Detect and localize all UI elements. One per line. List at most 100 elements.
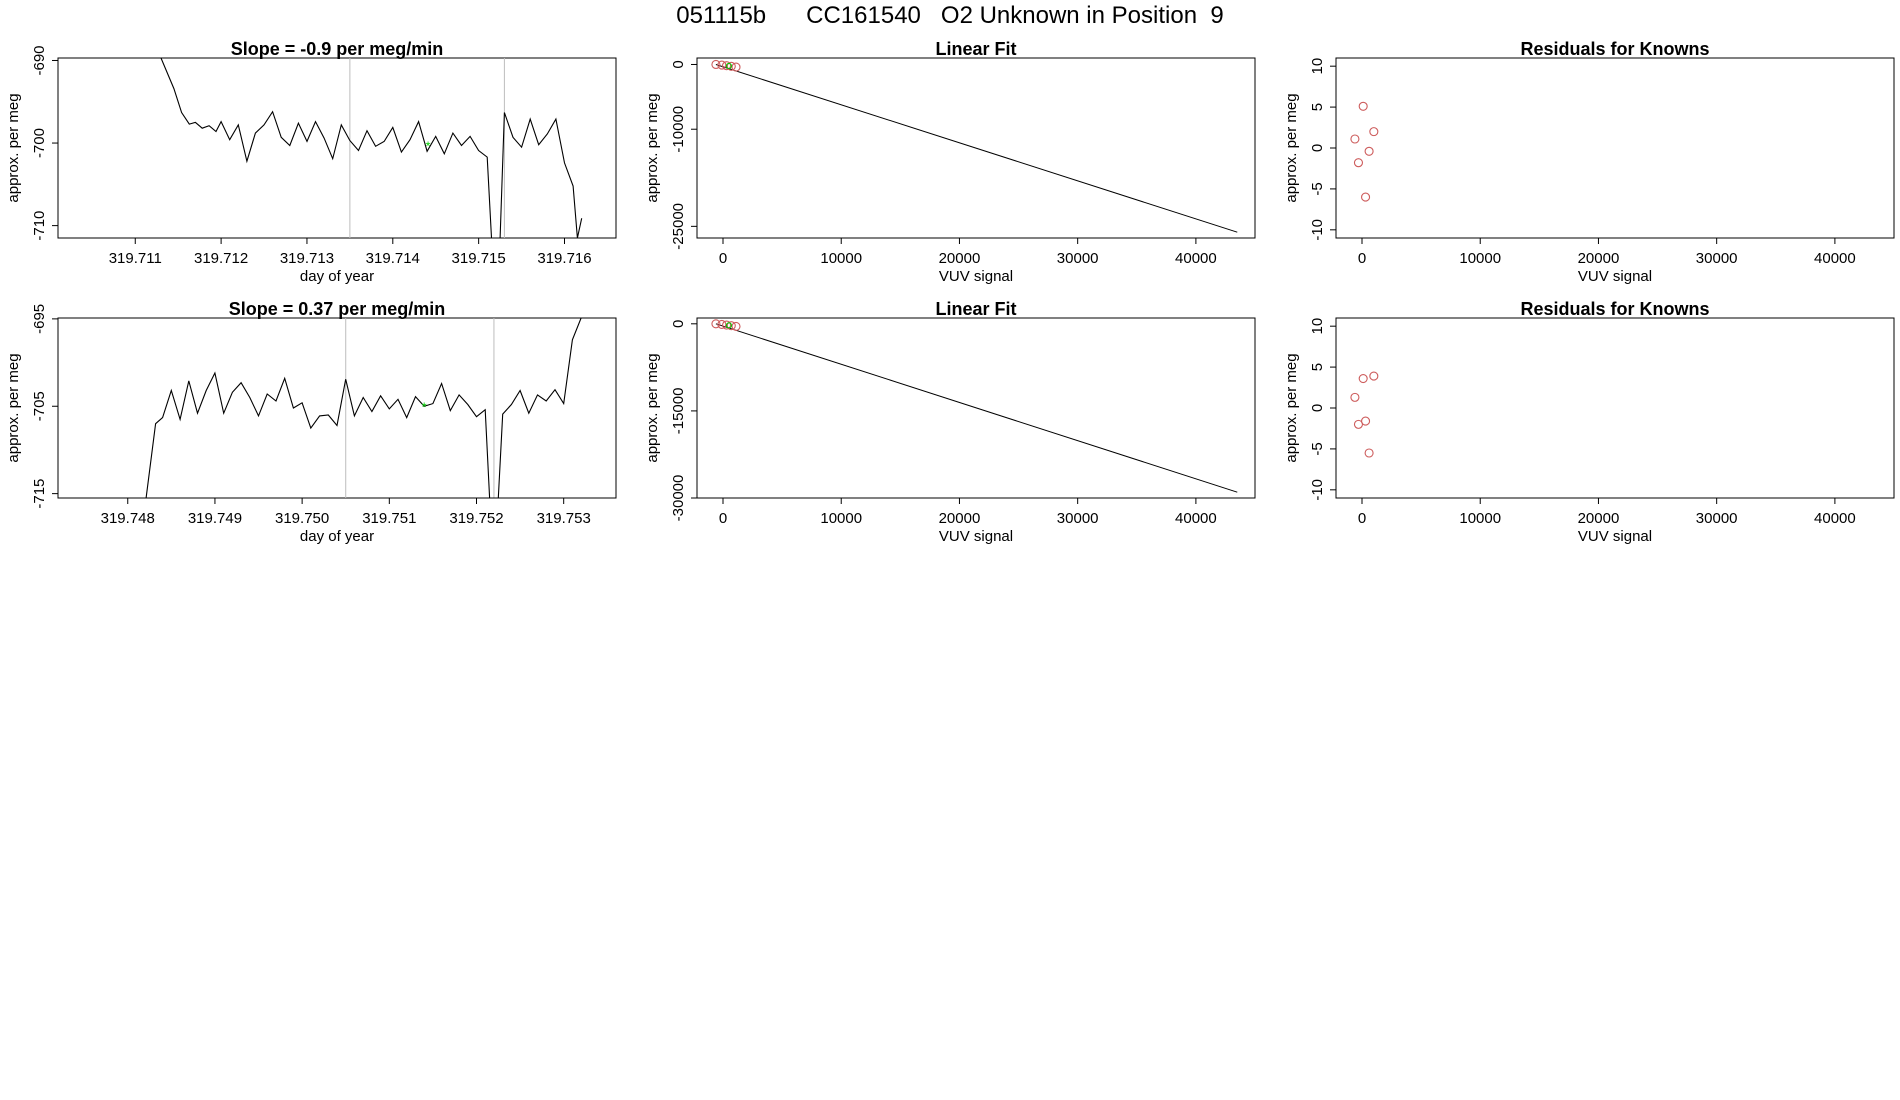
plot-title: Residuals for Knowns [1520,299,1709,319]
y-tick-label: -25000 [670,203,687,250]
y-tick-label: -690 [31,45,48,75]
data-point [731,62,741,72]
x-tick-label: 40000 [1814,250,1856,267]
data-point [1369,371,1379,381]
x-tick-label: 319.748 [101,510,155,527]
page-title: 051115b CC161540 O2 Unknown in Position … [676,2,1224,29]
series-line [160,58,583,238]
x-tick-label: 20000 [1578,250,1620,267]
fit-line [715,63,1238,233]
y-axis-label: approx. per meg [644,93,661,202]
chart-panel-2: Linear Fit 0 10000 20000 30000 40000 VUV signa… [644,39,1256,285]
x-tick-label: 20000 [939,250,981,267]
data-point [731,321,741,331]
plot-title: Residuals for Knowns [1520,39,1709,59]
x-tick-label: 319.749 [188,510,242,527]
x-tick-label: 319.753 [537,510,591,527]
plot-frame [57,317,617,499]
data-point [722,320,732,330]
y-tick-label: -5 [1309,442,1326,455]
x-tick-label: 40000 [1175,510,1217,527]
y-axis: 0 -10000 -25000 approx. per meg [644,60,697,250]
x-tick-label: 20000 [1578,510,1620,527]
y-tick-label: -10000 [670,106,687,153]
data-point [1361,192,1371,202]
x-axis-label: VUV signal [939,528,1013,545]
x-tick-label: 30000 [1057,510,1099,527]
x-tick-label: 10000 [1459,250,1501,267]
y-tick-label: -705 [31,391,48,421]
y-axis: 10 5 0 -5 -10 approx. per meg [1283,58,1336,241]
x-axis: 0 10000 20000 30000 40000 VUV signal [719,498,1217,545]
y-tick-label: 10 [1309,318,1326,335]
plot-title: Slope = -0.9 per meg/min [231,39,444,59]
x-axis: 0 10000 20000 30000 40000 VUV signal [1358,498,1856,545]
y-tick-label: 0 [670,60,687,68]
center-point [725,62,732,70]
data-point [1369,127,1379,137]
y-tick-label: -10 [1309,479,1326,501]
x-tick-label: 0 [719,510,727,527]
x-tick-label: 10000 [820,510,862,527]
data-point [1358,373,1368,384]
y-tick-label: -30000 [670,475,687,522]
x-axis: 319.748 319.749 319.750 319.751 319.752 319.7… [101,498,591,545]
data-point [1350,392,1360,402]
plot-data [711,319,1238,493]
x-tick-label: 319.711 [109,250,162,267]
data-point [726,321,736,331]
x-tick-label: 0 [1358,510,1366,527]
center-marker: * [425,139,430,154]
y-axis-label: approx. per meg [644,353,661,462]
y-tick-label: 5 [1309,103,1326,111]
data-point [1353,419,1364,429]
x-axis-label: VUV signal [939,268,1013,285]
plot-data: * [160,58,583,238]
plot-frame [696,57,1256,239]
y-axis-label: approx. per meg [1283,93,1300,202]
x-tick-label: 40000 [1814,510,1856,527]
x-axis-label: day of year [300,528,374,545]
y-tick-label: -700 [31,128,48,158]
x-tick-label: 319.750 [275,510,329,527]
y-tick-label: -15000 [670,388,687,435]
y-tick-label: -695 [31,304,48,334]
y-tick-label: -10 [1309,219,1326,241]
x-tick-label: 30000 [1696,510,1738,527]
y-tick-label: -5 [1309,182,1326,195]
plot-frame [1335,317,1895,499]
data-point [711,59,721,70]
x-tick-label: 20000 [939,510,981,527]
x-axis-label: VUV signal [1578,528,1652,545]
x-tick-label: 319.715 [452,250,506,267]
plot-frame [57,57,617,239]
data-point [711,319,721,329]
data-point [1353,158,1364,168]
x-axis-label: VUV signal [1578,268,1652,285]
plot-data [711,59,1238,233]
data-point [1350,134,1360,144]
y-axis: -695 -705 -715 approx. per meg [5,304,58,509]
y-axis: 0 -15000 -30000 approx. per meg [644,320,697,522]
plot-title: Linear Fit [935,299,1016,319]
data-point [1358,101,1368,111]
x-tick-label: 319.713 [280,250,334,267]
x-tick-label: 319.712 [194,250,248,267]
chart-panel-6: Residuals for Knowns 0 10000 20000 30000 4000… [1283,299,1895,545]
x-tick-label: 10000 [1459,510,1501,527]
x-tick-label: 0 [719,250,727,267]
x-tick-label: 319.751 [362,510,416,527]
y-axis: -690 -700 -710 approx. per meg [5,45,58,241]
x-axis: 0 10000 20000 30000 40000 VUV signal [719,238,1217,285]
center-marker: * [422,399,427,414]
y-axis-label: approx. per meg [1283,353,1300,462]
x-tick-label: 319.752 [449,510,503,527]
data-point [717,60,727,70]
chart-panel-1: Slope = -0.9 per meg/min 319.711 319.712 31… [5,39,617,285]
y-tick-label: 10 [1309,58,1326,75]
x-axis: 319.711 319.712 319.713 319.714 319.715 319.7… [109,238,592,285]
data-point [1364,146,1374,156]
y-tick-label: -710 [31,211,48,241]
center-point [725,322,732,329]
